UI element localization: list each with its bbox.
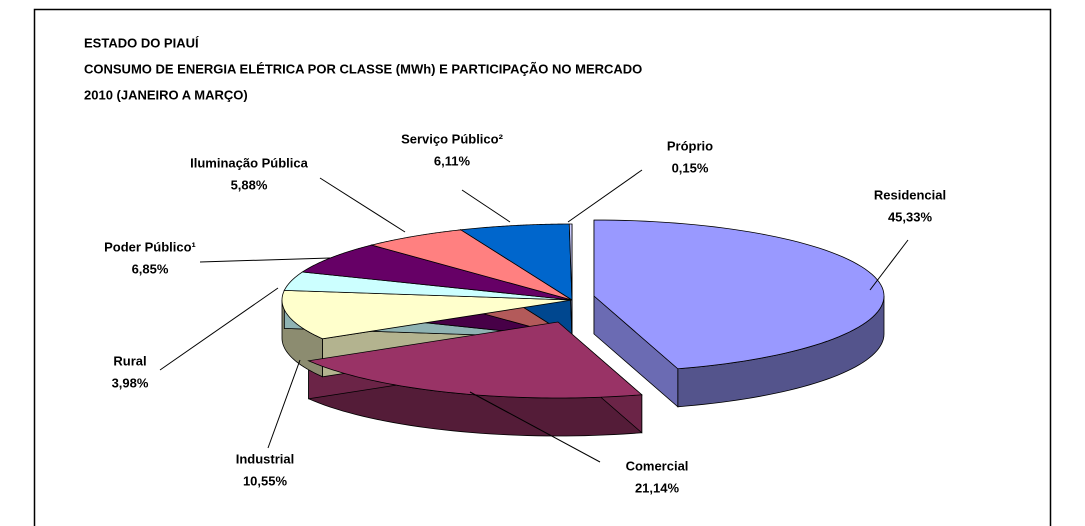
leader-line bbox=[567, 169, 643, 223]
slice-value-label: 6,11% bbox=[434, 153, 471, 168]
slice-value-label: 5,88% bbox=[231, 177, 268, 192]
leader-line bbox=[461, 189, 511, 223]
pie-tops bbox=[281, 219, 885, 399]
chart-title: 2010 (JANEIRO A MARÇO) bbox=[84, 87, 248, 102]
pie-slice bbox=[568, 223, 573, 301]
leader-line bbox=[159, 287, 279, 371]
slice-value-label: 21,14% bbox=[635, 480, 680, 495]
leader-line bbox=[319, 177, 406, 233]
slice-label: Rural bbox=[113, 353, 146, 368]
leader-line bbox=[199, 257, 331, 263]
slice-label: Comercial bbox=[626, 458, 689, 473]
leader-line bbox=[869, 239, 909, 291]
slice-value-label: 6,85% bbox=[132, 261, 169, 276]
slice-label: Poder Público¹ bbox=[104, 239, 196, 254]
slice-value-label: 45,33% bbox=[888, 209, 933, 224]
slice-label: Residencial bbox=[874, 187, 946, 202]
slice-label: Industrial bbox=[236, 451, 295, 466]
pie-slice bbox=[307, 321, 643, 399]
slice-label: Iluminação Pública bbox=[190, 155, 309, 170]
pie-slice bbox=[281, 289, 573, 340]
pie-slice bbox=[301, 244, 573, 301]
pie-slice bbox=[370, 229, 573, 301]
leader-line bbox=[267, 359, 301, 449]
slice-value-label: 0,15% bbox=[672, 160, 709, 175]
leader-line bbox=[469, 391, 601, 463]
chart-title: CONSUMO DE ENERGIA ELÉTRICA POR CLASSE (… bbox=[84, 61, 642, 76]
pie-slice bbox=[593, 219, 885, 370]
slice-label: Serviço Público² bbox=[401, 131, 504, 146]
slice-value-label: 3,98% bbox=[112, 375, 149, 390]
chart-title: ESTADO DO PIAUÍ bbox=[84, 35, 199, 50]
slice-value-label: 10,55% bbox=[243, 473, 288, 488]
slice-label: Próprio bbox=[667, 138, 713, 153]
pie-slice bbox=[459, 223, 573, 301]
pie-slice bbox=[283, 271, 573, 301]
